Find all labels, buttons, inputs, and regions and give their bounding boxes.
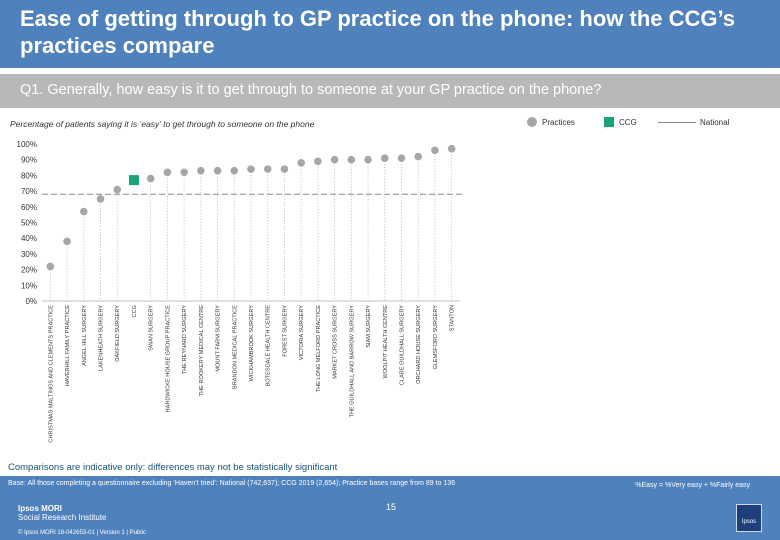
title-bar: Ease of getting through to GP practice o…	[0, 0, 780, 68]
legend-national-label: National	[700, 118, 730, 127]
category-label: LAKENHEATH SURGERY	[99, 305, 105, 371]
practice-point	[280, 165, 289, 173]
practice-point	[46, 262, 55, 271]
practice-point	[364, 155, 372, 164]
category-label: WOOLPIT HEALTH CENTRE	[383, 305, 389, 379]
practice-point	[113, 185, 122, 194]
y-tick-label: 40%	[21, 234, 37, 243]
chart-subtitle: Percentage of patients saying it is ‘eas…	[10, 119, 315, 129]
legend-ccg-marker	[604, 117, 614, 127]
y-tick-label: 70%	[21, 187, 37, 196]
legend-practices-label: Practices	[542, 118, 575, 127]
category-label: THE ROOKERY MEDICAL CENTRE	[199, 305, 205, 397]
category-label: SIAM SURGERY	[366, 305, 372, 348]
category-label: THE GUILDHALL AND BARROW SURGERY	[349, 305, 355, 418]
practice-point	[297, 159, 305, 167]
practice-point	[63, 237, 71, 246]
category-label: WICKHAMBROOK SURGERY	[249, 305, 255, 382]
category-label: MARKET CROSS SURGERY	[333, 305, 339, 379]
category-label: THE REYNARD SURGERY	[182, 305, 188, 374]
practice-point	[213, 166, 222, 175]
practice-point	[247, 165, 255, 173]
category-label: STANTON	[450, 305, 456, 331]
y-tick-label: 100%	[17, 140, 37, 149]
ipsos-badge-label: Ipsos	[741, 519, 757, 525]
page-title: Ease of getting through to GP practice o…	[20, 6, 736, 58]
chart-area: 0% 10% 20% 30% 40% 50% 60% 70% 80% 90% 100% CHRISTM…	[17, 140, 462, 443]
category-label: FOREST SURGERY	[282, 305, 288, 357]
practice-point	[397, 154, 406, 162]
easy-formula-note: %Easy = %Very easy + %Fairly easy	[635, 482, 750, 489]
practice-point	[414, 152, 423, 161]
y-tick-label: 20%	[21, 266, 37, 275]
y-tick-label: 90%	[21, 156, 37, 165]
legend-ccg-label: CCG	[619, 118, 637, 127]
practice-point	[347, 155, 356, 164]
y-tick-label: 30%	[21, 250, 37, 259]
category-label: CLARE GUILDHALL SURGERY	[399, 305, 405, 385]
practice-point	[230, 166, 239, 175]
category-label: VICTORIA SURGERY	[299, 305, 305, 360]
category-label: HAVERHILL FAMILY PRACTICE	[65, 305, 71, 387]
practice-point	[180, 168, 188, 177]
y-tick-label: 60%	[21, 203, 37, 212]
base-note: Base: All those completing a questionnai…	[8, 480, 456, 487]
y-tick-label: 80%	[21, 171, 37, 180]
category-label: BRANDON MEDICAL PRACTICE	[232, 305, 238, 389]
practice-point	[163, 168, 172, 177]
y-tick-label: 10%	[21, 281, 37, 290]
practice-point	[146, 174, 155, 183]
practice-point	[330, 155, 339, 164]
legend-practices-marker	[527, 117, 537, 127]
logo-subtitle: Social Research Institute	[18, 513, 107, 522]
copyright-text: © Ipsos MORI 18-042653-01 | Version 1 | …	[18, 530, 146, 536]
comparisons-note: Comparisons are indicative only: differe…	[8, 462, 338, 473]
ccg-marker	[128, 175, 139, 186]
practice-point	[447, 144, 456, 153]
category-label: BOTESDALE HEALTH CENTRE	[266, 305, 272, 387]
practice-point	[80, 207, 88, 216]
practice-point	[431, 146, 439, 155]
category-label: CHRISTMAS MALTINGS AND CLEMENTS PRACTICE	[48, 305, 54, 443]
footer-bar: Base: All those completing a questionnai…	[0, 476, 780, 540]
practice-point	[263, 165, 272, 173]
practice-point	[96, 195, 105, 203]
practice-point	[314, 157, 322, 166]
y-tick-label: 0%	[25, 297, 37, 306]
ipsos-badge-icon: Ipsos	[736, 504, 762, 532]
question-text: Q1. Generally, how easy is it to get thr…	[20, 82, 602, 98]
category-label: THE LONG MELFORD PRACTICE	[316, 305, 322, 393]
category-label: ANGEL HILL SURGERY	[82, 305, 88, 366]
question-bar: Q1. Generally, how easy is it to get thr…	[0, 74, 780, 108]
category-label: CCG	[132, 305, 138, 317]
practice-point	[380, 154, 389, 162]
practice-point	[197, 166, 205, 175]
ipsos-mori-logo: Ipsos MORI Social Research Institute	[18, 504, 107, 522]
page-number: 15	[386, 502, 397, 512]
category-label: GLEMSFORD SURGERY	[433, 305, 439, 370]
category-label: HARDWICKE HOUSE GROUP PRACTICE	[165, 305, 171, 413]
category-label: ORCHARD HOUSE SURGERY	[416, 305, 422, 384]
y-tick-label: 50%	[21, 219, 37, 228]
category-label: OAKFIELD SURGERY	[115, 305, 121, 362]
logo-name: Ipsos MORI	[18, 504, 63, 513]
category-label: SWAN SURGERY	[149, 305, 155, 351]
category-label: MOUNT FARM SURGERY	[216, 305, 222, 372]
legend-national-marker	[658, 122, 696, 123]
